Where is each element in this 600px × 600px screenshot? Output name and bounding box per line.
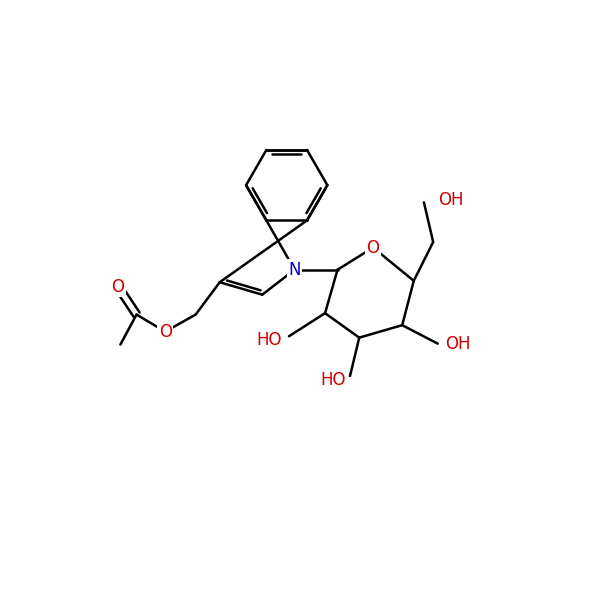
Text: OH: OH <box>438 191 463 209</box>
Text: O: O <box>112 278 125 296</box>
Text: O: O <box>367 239 380 257</box>
Text: HO: HO <box>257 331 282 349</box>
Text: OH: OH <box>445 335 470 353</box>
Text: O: O <box>159 323 172 341</box>
Text: N: N <box>289 261 301 279</box>
Text: HO: HO <box>321 371 346 389</box>
